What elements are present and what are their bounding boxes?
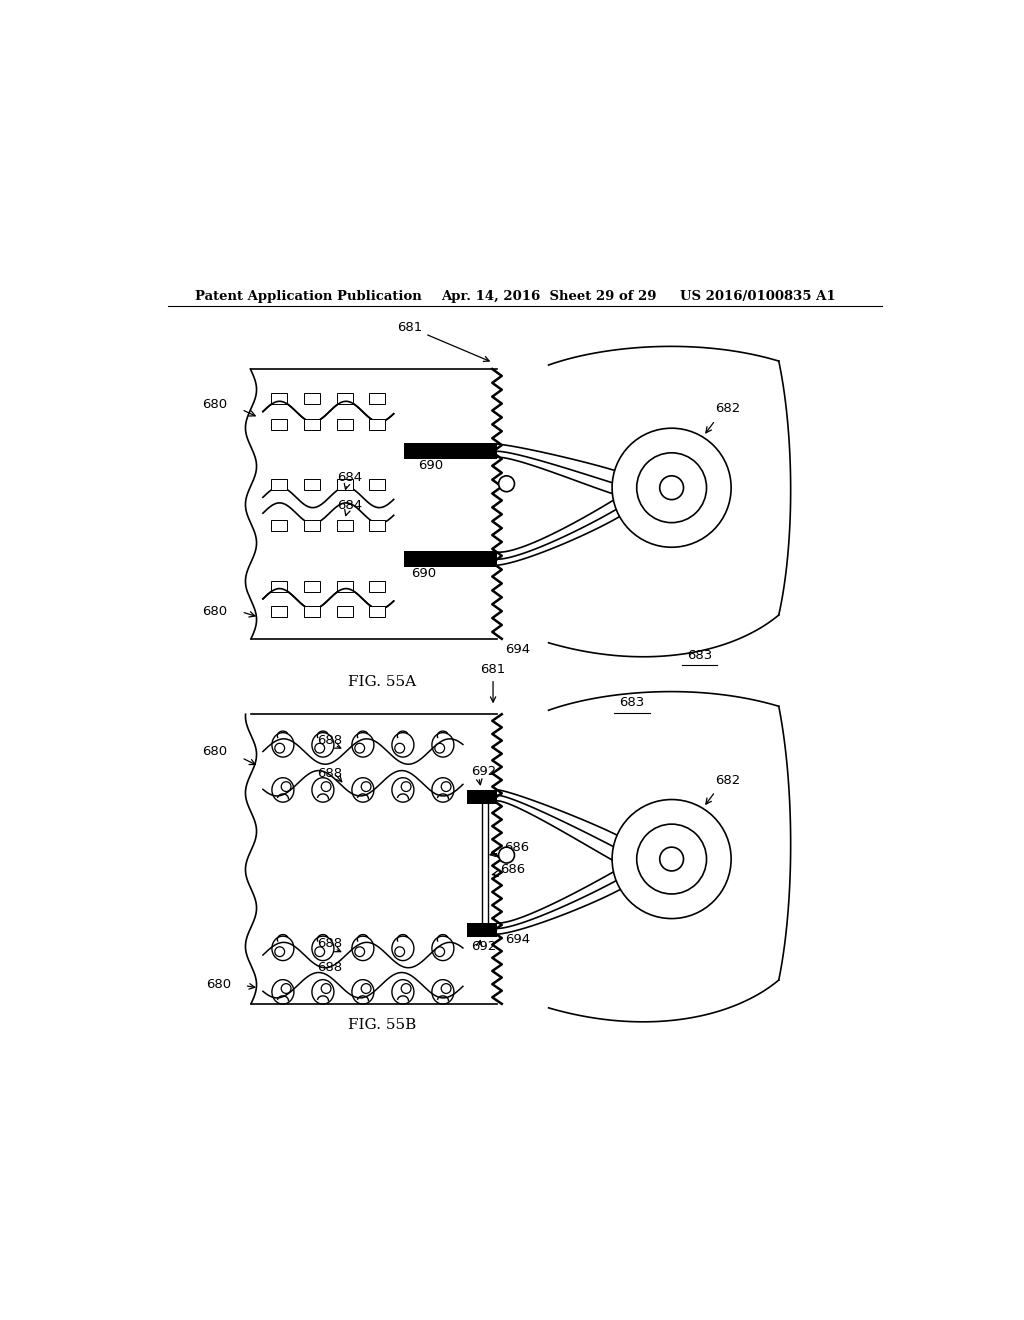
Bar (467, 789, 497, 804)
Circle shape (612, 800, 731, 919)
Text: 694: 694 (505, 643, 530, 656)
Bar (337, 606, 352, 618)
Text: 692: 692 (471, 764, 496, 777)
Text: 682: 682 (716, 403, 740, 416)
Text: 680: 680 (206, 978, 231, 990)
Bar (304, 606, 319, 618)
Text: 690: 690 (418, 459, 443, 471)
Text: 680: 680 (202, 397, 227, 411)
Bar (370, 520, 385, 532)
Bar (337, 418, 352, 430)
Text: 684: 684 (337, 471, 361, 484)
Text: 682: 682 (716, 774, 740, 787)
Text: 680: 680 (202, 746, 227, 759)
Bar (251, 370, 497, 639)
Text: 694: 694 (505, 933, 530, 946)
Bar (370, 393, 385, 404)
Text: Patent Application Publication: Patent Application Publication (196, 290, 422, 304)
Bar (271, 581, 287, 591)
Circle shape (499, 475, 514, 491)
Bar (271, 418, 287, 430)
Bar (304, 418, 319, 430)
Bar (403, 552, 497, 568)
Text: 688: 688 (317, 961, 342, 974)
Text: 688: 688 (317, 767, 342, 780)
Text: 680: 680 (202, 606, 227, 618)
Text: 683: 683 (687, 648, 712, 661)
Bar (370, 479, 385, 490)
Bar (370, 606, 385, 618)
Bar (304, 393, 319, 404)
Text: US 2016/0100835 A1: US 2016/0100835 A1 (680, 290, 836, 304)
Text: FIG. 55A: FIG. 55A (348, 676, 416, 689)
Bar (271, 606, 287, 618)
Circle shape (612, 428, 731, 548)
Bar (304, 520, 319, 532)
Text: 681: 681 (397, 321, 489, 362)
Circle shape (659, 847, 684, 871)
Text: 686: 686 (504, 841, 529, 854)
Bar (304, 581, 319, 591)
Bar (251, 714, 497, 1005)
Text: 683: 683 (620, 696, 644, 709)
Bar (337, 393, 352, 404)
Bar (403, 444, 497, 459)
Circle shape (637, 824, 707, 894)
Circle shape (499, 847, 514, 863)
Text: 681: 681 (480, 663, 506, 702)
Bar (337, 581, 352, 591)
Bar (337, 479, 352, 490)
Circle shape (637, 453, 707, 523)
Bar (271, 479, 287, 490)
Bar (271, 520, 287, 532)
Bar (304, 479, 319, 490)
Bar (370, 581, 385, 591)
Bar (467, 923, 497, 937)
Text: 686: 686 (500, 863, 525, 876)
Bar (370, 418, 385, 430)
Text: 690: 690 (411, 566, 436, 579)
Bar (337, 520, 352, 532)
Text: 688: 688 (317, 734, 342, 747)
Text: FIG. 55B: FIG. 55B (348, 1018, 416, 1032)
Text: 688: 688 (317, 937, 342, 950)
Text: Apr. 14, 2016  Sheet 29 of 29: Apr. 14, 2016 Sheet 29 of 29 (441, 290, 657, 304)
Text: 692: 692 (471, 940, 496, 953)
Bar (271, 393, 287, 404)
Text: 684: 684 (337, 499, 361, 512)
Circle shape (659, 475, 684, 500)
